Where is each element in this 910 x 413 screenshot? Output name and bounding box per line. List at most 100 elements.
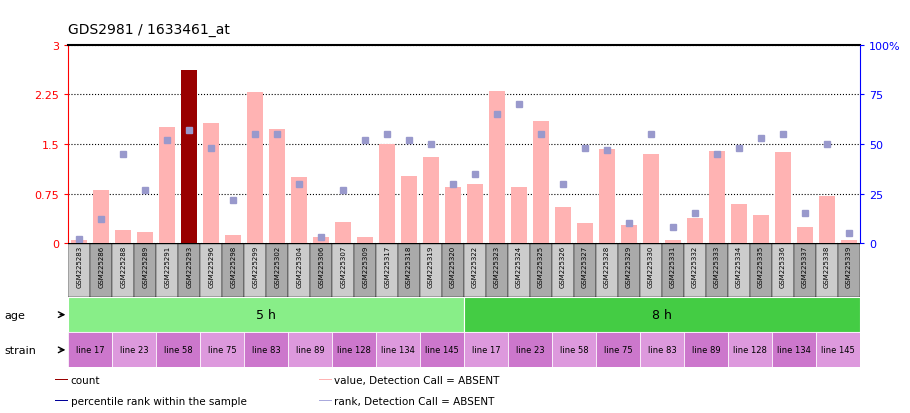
Bar [555, 207, 571, 244]
Bar [774, 152, 791, 244]
FancyBboxPatch shape [112, 332, 157, 368]
Text: GSM225329: GSM225329 [626, 245, 632, 287]
Text: line 17: line 17 [76, 346, 105, 354]
Text: GDS2981 / 1633461_at: GDS2981 / 1633461_at [68, 23, 230, 37]
Text: GSM225334: GSM225334 [736, 245, 742, 287]
FancyBboxPatch shape [288, 332, 332, 368]
Bar [200, 244, 222, 297]
Text: GSM225283: GSM225283 [76, 245, 82, 287]
FancyBboxPatch shape [420, 332, 464, 368]
Text: GSM225302: GSM225302 [274, 245, 280, 287]
Bar [797, 227, 814, 244]
Text: line 145: line 145 [821, 346, 854, 354]
Text: line 23: line 23 [516, 346, 544, 354]
Text: GSM225291: GSM225291 [164, 245, 170, 287]
Text: GSM225293: GSM225293 [187, 245, 192, 287]
Text: value, Detection Call = ABSENT: value, Detection Call = ABSENT [335, 375, 500, 385]
Bar [354, 244, 376, 297]
Bar [706, 244, 728, 297]
Text: line 75: line 75 [207, 346, 237, 354]
Bar [665, 240, 682, 244]
Bar [269, 130, 286, 244]
FancyBboxPatch shape [68, 332, 112, 368]
Text: line 23: line 23 [120, 346, 148, 354]
FancyBboxPatch shape [596, 332, 640, 368]
Text: GSM225286: GSM225286 [98, 245, 105, 287]
Bar [247, 93, 263, 244]
Bar [398, 244, 420, 297]
Bar [159, 128, 176, 244]
Bar [222, 244, 244, 297]
Bar [618, 244, 640, 297]
Bar [709, 151, 725, 244]
Text: GSM225325: GSM225325 [538, 245, 544, 287]
Text: GSM225330: GSM225330 [648, 245, 654, 287]
Text: age: age [5, 310, 25, 320]
Text: GSM225327: GSM225327 [582, 245, 588, 287]
FancyBboxPatch shape [200, 332, 244, 368]
Text: GSM225322: GSM225322 [472, 245, 478, 287]
Text: GSM225328: GSM225328 [604, 245, 610, 287]
Bar [181, 71, 197, 244]
Bar [420, 244, 442, 297]
Bar [90, 244, 112, 297]
Text: line 75: line 75 [603, 346, 632, 354]
Bar [93, 191, 109, 244]
Bar [662, 244, 684, 297]
Bar [467, 184, 483, 244]
Text: GSM225299: GSM225299 [252, 245, 258, 287]
Text: line 89: line 89 [692, 346, 721, 354]
FancyBboxPatch shape [552, 332, 596, 368]
Bar [684, 244, 706, 297]
Text: GSM225296: GSM225296 [208, 245, 214, 287]
FancyBboxPatch shape [816, 332, 860, 368]
Bar [816, 244, 838, 297]
Bar [530, 244, 552, 297]
Text: line 58: line 58 [560, 346, 589, 354]
Text: GSM225337: GSM225337 [802, 245, 808, 287]
Text: 5 h: 5 h [257, 309, 276, 321]
FancyBboxPatch shape [772, 332, 816, 368]
Bar [596, 244, 618, 297]
Text: line 145: line 145 [425, 346, 459, 354]
Bar [115, 230, 131, 244]
Bar [442, 244, 464, 297]
Bar [819, 196, 835, 244]
Text: line 58: line 58 [164, 346, 193, 354]
Text: GSM225318: GSM225318 [406, 245, 412, 287]
Text: strain: strain [5, 345, 36, 355]
Text: line 17: line 17 [471, 346, 500, 354]
Bar [157, 244, 178, 297]
Bar [332, 244, 354, 297]
Text: GSM225307: GSM225307 [340, 245, 346, 287]
Text: GSM225326: GSM225326 [560, 245, 566, 287]
Bar [621, 225, 637, 244]
Bar [599, 150, 615, 244]
Bar [357, 237, 373, 244]
FancyBboxPatch shape [728, 332, 772, 368]
Bar [379, 145, 395, 244]
Bar [401, 176, 418, 244]
FancyBboxPatch shape [640, 332, 684, 368]
FancyBboxPatch shape [464, 297, 860, 332]
Text: GSM225333: GSM225333 [714, 245, 720, 287]
Bar [445, 188, 461, 244]
FancyBboxPatch shape [376, 332, 420, 368]
Bar [68, 244, 90, 297]
Bar [838, 244, 860, 297]
Bar [486, 244, 508, 297]
Text: line 89: line 89 [296, 346, 325, 354]
Text: GSM225338: GSM225338 [824, 245, 830, 287]
Text: GSM225288: GSM225288 [120, 245, 126, 287]
Bar [841, 240, 857, 244]
Bar [728, 244, 750, 297]
Bar [508, 244, 530, 297]
Text: GSM225319: GSM225319 [428, 245, 434, 287]
Text: GSM225331: GSM225331 [670, 245, 676, 287]
Text: GSM225339: GSM225339 [846, 245, 852, 287]
Text: GSM225309: GSM225309 [362, 245, 369, 287]
Text: percentile rank within the sample: percentile rank within the sample [71, 396, 247, 406]
Text: GSM225304: GSM225304 [296, 245, 302, 287]
Text: count: count [71, 375, 100, 385]
Bar [574, 244, 596, 297]
